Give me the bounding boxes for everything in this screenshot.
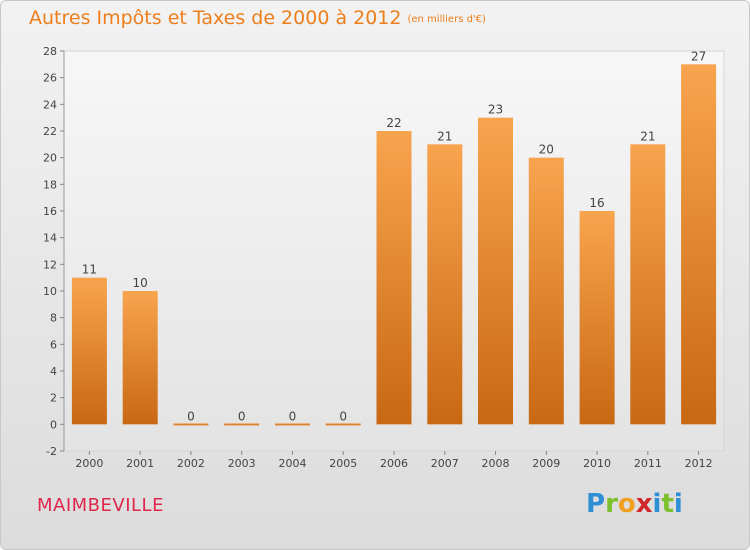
bar-2006 (376, 131, 412, 425)
data-label-2007: 21 (437, 129, 452, 143)
x-tick-label-2011: 2011 (634, 457, 662, 470)
y-tick-label: 18 (43, 178, 57, 191)
chart-title: Autres Impôts et Taxes de 2000 à 2012 (en… (29, 7, 486, 29)
x-tick-label-2001: 2001 (126, 457, 154, 470)
x-tick-label-2005: 2005 (329, 457, 357, 470)
bar-2002 (173, 423, 209, 426)
x-tick-label-2009: 2009 (532, 457, 560, 470)
proxiti-logo: Proxiti (586, 489, 683, 519)
x-axis: 2000 2001 2002 2003 2004 2005 2006 2007 2008 2009… (75, 451, 713, 470)
logo-letter: x (635, 489, 653, 519)
data-label-2005: 0 (339, 409, 347, 423)
logo-letter: o (617, 489, 636, 519)
data-label-2011: 21 (640, 129, 655, 143)
y-tick-label: 14 (43, 232, 57, 245)
x-tick-label-2004: 2004 (278, 457, 306, 470)
y-tick-label: 2 (50, 392, 57, 405)
data-label-2004: 0 (289, 409, 297, 423)
x-tick-label-2010: 2010 (583, 457, 611, 470)
y-tick-label: 0 (50, 418, 57, 431)
city-name: MAIMBEVILLE (37, 495, 164, 516)
bar-2010 (579, 211, 615, 425)
bar-2004 (275, 423, 310, 426)
data-label-2008: 23 (488, 103, 503, 117)
y-tick-label: 28 (43, 45, 57, 58)
bar-2011 (630, 144, 666, 425)
bar-2005 (325, 423, 361, 426)
data-label-2000: 11 (82, 263, 97, 277)
logo-letter: t (661, 489, 674, 519)
bar-2001 (122, 291, 158, 425)
chart-unit: (en milliers d'€) (407, 14, 486, 25)
logo-letter: i (673, 489, 683, 519)
x-tick-label-2007: 2007 (431, 457, 459, 470)
data-label-2001: 10 (133, 276, 148, 290)
y-tick-label: 10 (43, 285, 57, 298)
chart-title-text: Autres Impôts et Taxes de 2000 à 2012 (29, 7, 402, 29)
data-label-2010: 16 (589, 196, 604, 210)
logo-letter: i (652, 489, 662, 519)
logo-letter: P (586, 489, 606, 519)
data-label-2002: 0 (187, 409, 195, 423)
x-tick-label-2008: 2008 (482, 457, 510, 470)
y-tick-label: 22 (43, 125, 57, 138)
y-tick-label: 16 (43, 205, 57, 218)
x-tick-label-2002: 2002 (177, 457, 205, 470)
bar-2003 (224, 423, 260, 426)
data-label-2003: 0 (238, 409, 246, 423)
bar-2009 (528, 157, 564, 425)
data-label-2009: 20 (539, 143, 554, 157)
x-tick-label-2012: 2012 (685, 457, 713, 470)
bar-2000 (71, 277, 107, 425)
bar-2012 (681, 64, 717, 425)
y-tick-label: 8 (50, 312, 57, 325)
bar-2007 (427, 144, 463, 425)
y-tick-label: 24 (43, 98, 57, 111)
data-label-2012: 27 (691, 49, 706, 63)
data-labels-group: 11 10 0 0 0 0 22 21 23 20 16 21 27 (82, 49, 707, 423)
y-tick-label: 20 (43, 152, 57, 165)
y-tick-label: 12 (43, 258, 57, 271)
bars-group (71, 64, 717, 426)
x-tick-label-2000: 2000 (75, 457, 103, 470)
y-tick-label: 4 (50, 365, 57, 378)
y-tick-label: 6 (50, 338, 57, 351)
logo-letter: r (605, 489, 618, 519)
data-label-2006: 22 (386, 116, 401, 130)
y-tick-label: -2 (46, 445, 57, 458)
bar-2008 (478, 117, 513, 425)
y-tick-label: 26 (43, 72, 57, 85)
x-tick-label-2003: 2003 (228, 457, 256, 470)
x-tick-label-2006: 2006 (380, 457, 408, 470)
